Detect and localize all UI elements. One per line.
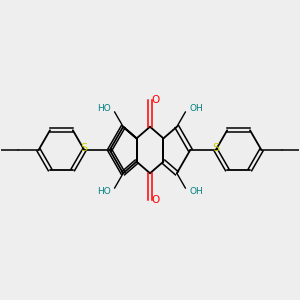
Text: HO: HO: [97, 187, 111, 196]
Text: OH: OH: [189, 187, 203, 196]
Text: O: O: [151, 95, 159, 105]
Text: HO: HO: [97, 104, 111, 113]
Text: S: S: [81, 142, 88, 153]
Text: O: O: [151, 195, 159, 205]
Text: OH: OH: [189, 104, 203, 113]
Text: S: S: [212, 142, 219, 153]
